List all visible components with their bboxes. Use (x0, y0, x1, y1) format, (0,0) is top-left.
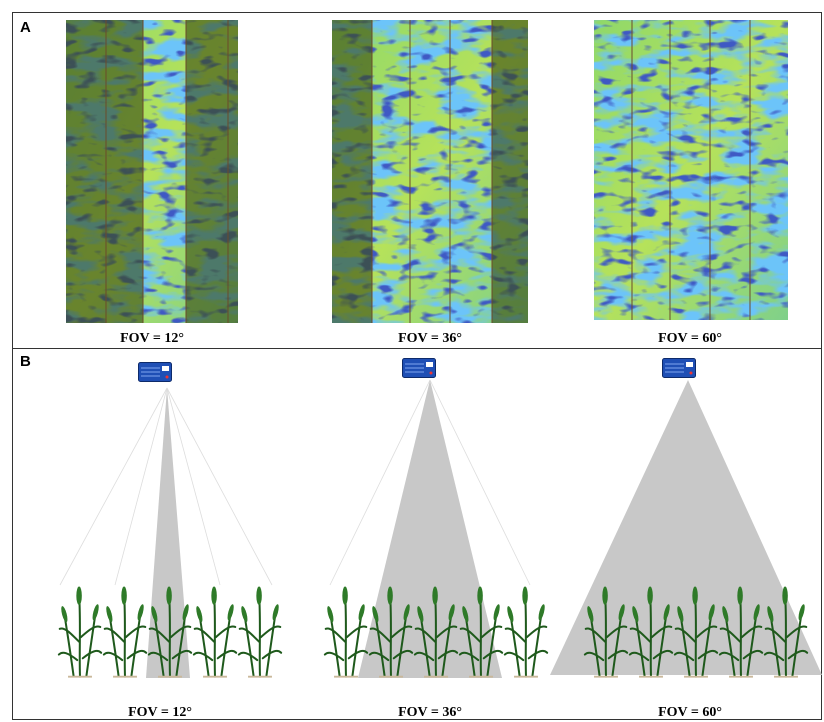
plant (505, 587, 547, 677)
caption: FOV = 60° (658, 331, 722, 346)
diagram-fov12 (60, 363, 272, 679)
plant (104, 587, 146, 677)
caption: FOV = 60° (658, 705, 722, 720)
caption: FOV = 36° (398, 331, 462, 346)
image-fov12 (66, 20, 238, 323)
caption: FOV = 12° (120, 331, 184, 346)
plant (325, 587, 367, 677)
caption: FOV = 12° (128, 705, 192, 720)
image-fov60 (594, 20, 788, 320)
plant (59, 587, 101, 677)
panel-label: A (20, 19, 31, 36)
diagram-fov60 (550, 359, 822, 676)
plant (194, 587, 236, 677)
panel-label: B (20, 353, 31, 370)
plant (239, 587, 281, 677)
caption: FOV = 36° (398, 705, 462, 720)
figure: A B FOV = 12° FOV = 36° FOV = 60° FOV = … (0, 0, 824, 722)
image-fov36 (332, 20, 528, 323)
